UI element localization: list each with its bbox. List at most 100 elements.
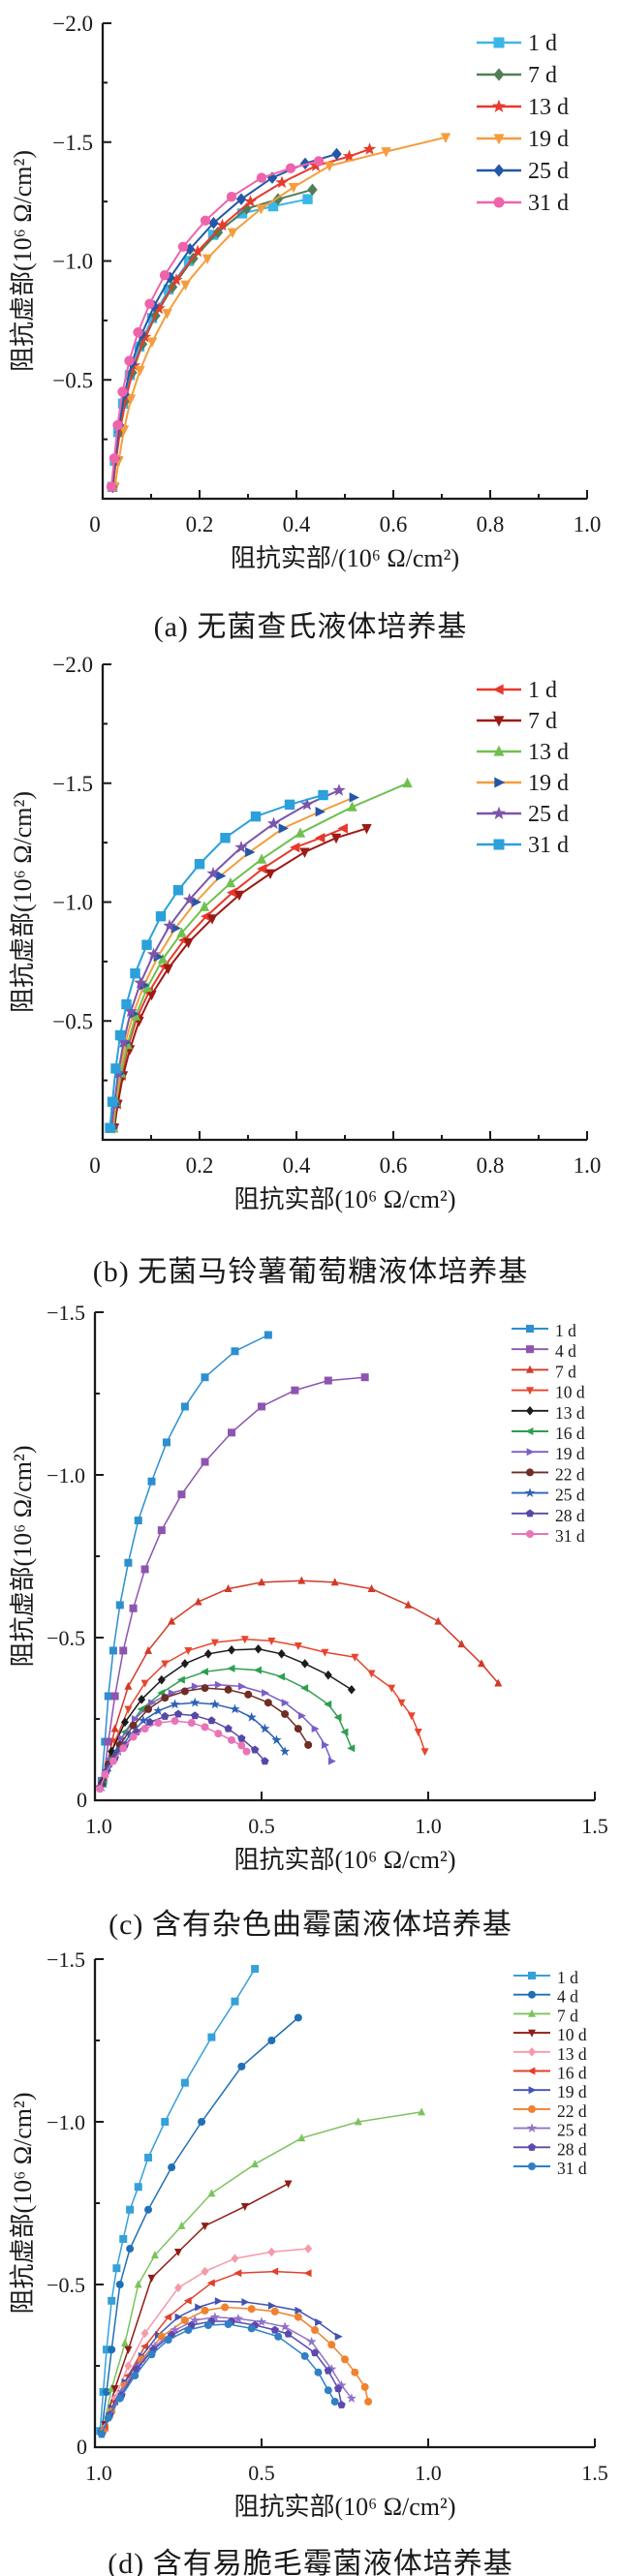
svg-text:−0.5: −0.5: [52, 368, 93, 392]
panel-c-ylabel: 阻抗虚部(10⁶ Ω/cm²): [9, 1446, 37, 1668]
panel-d-series-1d: [96, 1965, 260, 2436]
svg-text:1 d: 1 d: [528, 678, 557, 703]
svg-text:0.5: 0.5: [248, 2461, 275, 2485]
panel-d-ticks: [95, 1958, 596, 2447]
svg-text:−0.5: −0.5: [52, 1009, 93, 1033]
svg-text:−1.0: −1.0: [52, 250, 93, 274]
svg-text:1.0: 1.0: [85, 1814, 112, 1838]
svg-text:0.4: 0.4: [283, 512, 311, 537]
svg-text:25 d: 25 d: [528, 159, 569, 184]
panel-a-axes: [101, 23, 587, 501]
panel-d-series-4d: [97, 2013, 302, 2436]
svg-text:19 d: 19 d: [528, 771, 569, 796]
panel-b-series-13d: [108, 777, 413, 1133]
svg-text:0.2: 0.2: [186, 1153, 214, 1178]
svg-text:0.5: 0.5: [248, 1814, 275, 1838]
panel-c-legend: 1 d4 d7 d 10 d13 d16 d19 d22 d 25 d28 d31 …: [512, 1321, 585, 1546]
svg-text:1.0: 1.0: [85, 2461, 112, 2485]
panel-a-legend: 1 d 7 d 13 d 19 d 25 d 31 d: [477, 31, 569, 216]
svg-text:0: 0: [89, 512, 101, 537]
caption-panel-b: (b) 无菌马铃薯葡萄糖液体培养基: [92, 1256, 529, 1288]
panel-a-ylabel: 阻抗虚部(10⁶ Ω/cm²): [9, 150, 37, 372]
panel-d-series-13d: [101, 2244, 313, 2433]
svg-text:1.0: 1.0: [574, 1153, 602, 1178]
svg-text:28 d: 28 d: [557, 2139, 587, 2159]
svg-text:−1.0: −1.0: [47, 1463, 85, 1487]
svg-text:13 d: 13 d: [528, 740, 569, 765]
svg-text:22 d: 22 d: [555, 1464, 585, 1484]
panel-d: 1.0 0.5 1.0 1.5 −1.5 −1.0 −0.5 0 阻抗实部(10⁶ Ω/cm²)…: [9, 1947, 608, 2521]
panel-d-xlabel: 阻抗实部(10⁶ Ω/cm²): [234, 2493, 456, 2521]
svg-text:−0.5: −0.5: [47, 1626, 85, 1650]
panel-b-xlabel: 阻抗实部(10⁶ Ω/cm²): [234, 1185, 456, 1213]
panel-b-series-31d: [105, 789, 328, 1133]
svg-text:10 d: 10 d: [555, 1383, 585, 1402]
svg-text:7 d: 7 d: [528, 63, 557, 88]
svg-text:31 d: 31 d: [528, 833, 569, 858]
svg-text:10 d: 10 d: [557, 2025, 587, 2044]
svg-text:1 d: 1 d: [528, 31, 557, 56]
svg-text:−1.5: −1.5: [47, 1947, 85, 1972]
svg-text:25 d: 25 d: [555, 1486, 585, 1505]
panel-c-series-22d: [97, 1684, 313, 1789]
panel-d-legend: 1 d4 d7 d10 d13 d16 d19 d22 d25 d28 d31 …: [513, 1968, 587, 2178]
panel-c-series-4d: [99, 1373, 369, 1785]
svg-text:−2.0: −2.0: [52, 12, 93, 36]
panel-b-ylabel: 阻抗虚部(10⁶ Ω/cm²): [9, 791, 37, 1013]
svg-text:13 d: 13 d: [528, 95, 569, 120]
panel-c-axes: [93, 1312, 595, 1802]
svg-text:0.8: 0.8: [477, 512, 505, 537]
panel-d-ylabel: 阻抗虚部(10⁶ Ω/cm²): [9, 2093, 37, 2315]
svg-text:4 d: 4 d: [555, 1341, 576, 1361]
svg-text:25 d: 25 d: [557, 2121, 587, 2140]
svg-text:19 d: 19 d: [528, 127, 569, 152]
panel-c: 1.0 0.5 1.0 1.5 −1.5 −1.0 −0.5 0 阻抗实部(10⁶ Ω/cm²)…: [9, 1301, 608, 1874]
svg-text:1.0: 1.0: [415, 2461, 442, 2485]
svg-text:−1.5: −1.5: [52, 131, 93, 155]
svg-text:0: 0: [77, 2435, 87, 2459]
panel-a-xlabel: 阻抗实部/(10⁶ Ω/cm²): [231, 544, 459, 572]
panel-d-series-16d: [100, 2267, 312, 2432]
svg-text:13 d: 13 d: [557, 2044, 587, 2064]
panel-a-series-19d: [109, 133, 451, 493]
svg-text:4 d: 4 d: [557, 1987, 578, 2007]
svg-text:7 d: 7 d: [528, 709, 557, 734]
svg-text:1.0: 1.0: [574, 512, 602, 537]
panel-c-xlabel: 阻抗实部(10⁶ Ω/cm²): [234, 1846, 456, 1874]
svg-text:0: 0: [89, 1153, 101, 1178]
svg-text:0.6: 0.6: [380, 512, 408, 537]
svg-text:−1.0: −1.0: [52, 891, 93, 915]
panel-b-series-7d: [109, 823, 372, 1134]
svg-text:1.5: 1.5: [581, 1814, 608, 1838]
panel-c-series-1d: [97, 1331, 272, 1785]
panel-b-axes: [101, 664, 587, 1142]
svg-text:7 d: 7 d: [557, 2006, 578, 2025]
svg-text:19 d: 19 d: [557, 2082, 587, 2101]
svg-text:−0.5: −0.5: [47, 2273, 85, 2297]
caption-panel-d: (d) 含有易脆毛霉菌液体培养基: [108, 2548, 513, 2576]
svg-text:1.0: 1.0: [415, 1814, 442, 1838]
panel-a: 0 0.2 0.4 0.6 0.8 1.0 −2.0 −1.5 −1.0 −0.5 阻抗实部/(10…: [9, 12, 601, 572]
panel-d-series-31d: [97, 2319, 339, 2438]
svg-text:−2.0: −2.0: [52, 653, 93, 677]
svg-text:31 d: 31 d: [555, 1526, 585, 1546]
svg-text:25 d: 25 d: [528, 802, 569, 827]
svg-text:16 d: 16 d: [557, 2064, 587, 2083]
svg-text:0: 0: [77, 1788, 87, 1812]
svg-text:1.5: 1.5: [581, 2461, 608, 2485]
panel-b-ticks: [103, 663, 588, 1140]
svg-text:13 d: 13 d: [555, 1403, 585, 1423]
svg-text:28 d: 28 d: [555, 1506, 585, 1525]
svg-text:−1.5: −1.5: [52, 772, 93, 796]
svg-text:0.4: 0.4: [283, 1153, 311, 1178]
svg-text:7 d: 7 d: [555, 1362, 576, 1381]
caption-panel-c: (c) 含有杂色曲霉菌液体培养基: [109, 1909, 512, 1941]
svg-text:1 d: 1 d: [555, 1321, 576, 1340]
svg-text:16 d: 16 d: [555, 1424, 585, 1443]
svg-text:19 d: 19 d: [555, 1444, 585, 1463]
panel-b-legend: 1 d 7 d 13 d 19 d 25 d 31 d: [477, 678, 569, 858]
svg-text:0.8: 0.8: [477, 1153, 505, 1178]
panel-a-ticks: [103, 22, 588, 499]
